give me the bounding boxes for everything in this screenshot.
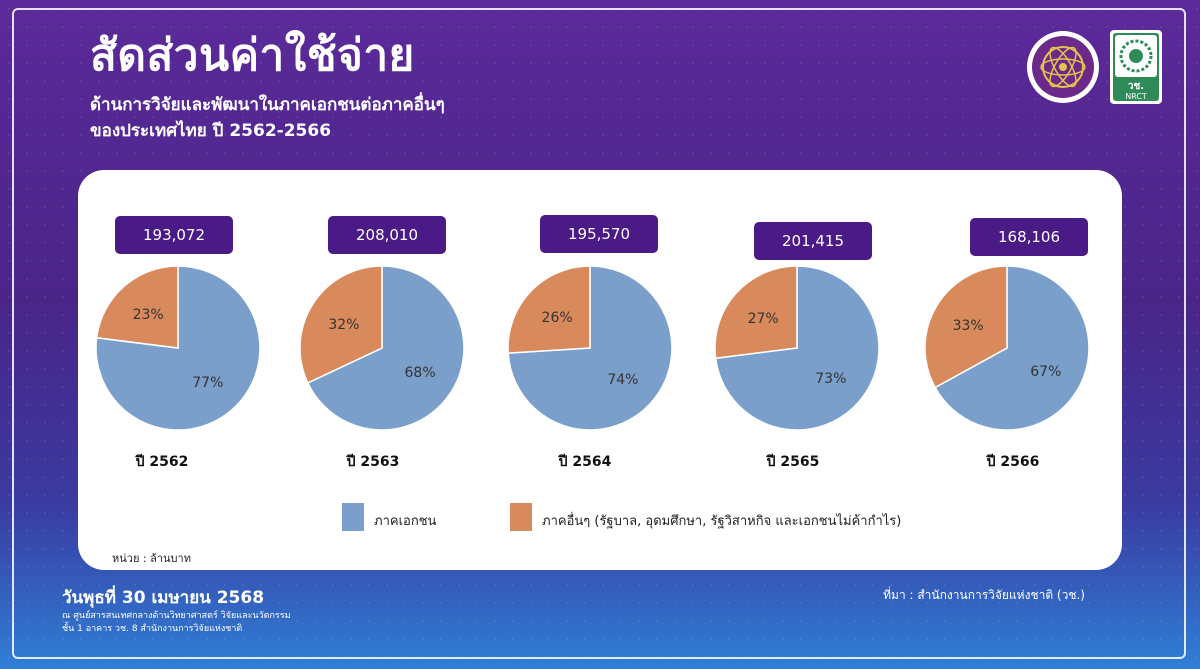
pie-slice-other-4 [714,265,798,360]
year-label-2: ปี 2563 [346,454,400,470]
pie-label-other-2: 32% [328,317,359,333]
event-location: ณ ศูนย์สารสนเทศกลางด้านวิทยาศาสตร์ วิจัย… [62,610,291,636]
slide-subtitle: ด้านการวิจัยและพัฒนาในภาคเอกชนต่อภาคอื่น… [90,92,445,144]
nrct-logo-thai: วช. [1128,81,1144,92]
year-label-5: ปี 2566 [986,454,1040,470]
pie-slice-other-3 [507,265,591,354]
nrct-logo-eng: NRCT [1125,92,1147,101]
pie-label-other-4: 27% [748,311,779,327]
pie-slice-other-1 [95,265,179,349]
legend-label-other: ภาคอื่นๆ (รัฐบาล, อุดมศึกษา, รัฐวิสาหกิจ… [542,514,902,529]
event-date: วันพุธที่ 30 เมษายน 2568 [62,588,265,608]
event-location-line-1: ณ ศูนย์สารสนเทศกลางด้านวิทยาศาสตร์ วิจัย… [62,611,291,621]
pie-label-other-1: 23% [133,307,164,323]
pie-label-private-4: 73% [815,371,846,387]
pie-label-private-2: 68% [405,365,436,381]
total-value-badge-5: 168,106 [970,218,1088,256]
pie-slice-other-5 [924,265,1008,389]
subtitle-line-2: ของประเทศไทย ปี 2562-2566 [90,121,332,141]
subtitle-line-1: ด้านการวิจัยและพัฒนาในภาคเอกชนต่อภาคอื่น… [90,95,445,115]
legend-swatch-other [510,503,532,531]
slide-frame [12,8,1186,659]
pie-slice-private-5 [934,265,1090,431]
year-label-1: ปี 2562 [135,454,189,470]
pie-slice-private-2 [306,265,465,431]
event-location-line-2: ชั้น 1 อาคาร วช. 8 สำนักงานการวิจัยแห่งช… [62,624,243,634]
total-value-badge-3: 195,570 [540,215,658,253]
total-value-badge-4: 201,415 [754,222,872,260]
slide-title: สัดส่วนค่าใช้จ่าย [90,30,415,81]
legend-swatch-private [342,503,364,531]
pie-label-other-3: 26% [542,310,573,326]
pie-label-private-5: 67% [1030,364,1061,380]
legend-label-private: ภาคเอกชน [374,514,437,529]
source-note: ที่มา : สำนักงานการวิจัยแห่งชาติ (วช.) [883,588,1085,602]
pie-label-other-5: 33% [953,318,984,334]
total-value-badge-1: 193,072 [115,216,233,254]
year-label-4: ปี 2565 [766,454,820,470]
total-value-badge-2: 208,010 [328,216,446,254]
pie-label-private-3: 74% [607,372,638,388]
pie-label-private-1: 77% [192,375,223,391]
unit-note: หน่วย : ล้านบาท [112,552,191,565]
agency-emblem-logo [1027,31,1099,103]
year-label-3: ปี 2564 [558,454,612,470]
nrct-logo: วช. NRCT [1110,30,1162,104]
pie-slice-other-2 [299,265,383,384]
